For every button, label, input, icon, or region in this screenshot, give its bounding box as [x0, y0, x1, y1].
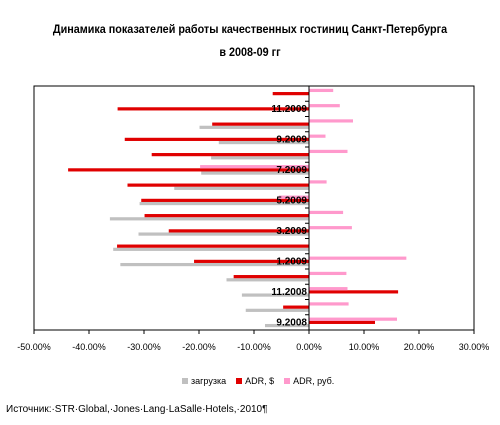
bar — [117, 244, 309, 248]
y-tick-label: 11.2009 — [271, 104, 307, 115]
bar — [212, 122, 309, 126]
bar — [272, 92, 309, 96]
bar — [309, 180, 327, 184]
x-tick-label: 10.00% — [349, 342, 380, 352]
bar — [117, 107, 309, 111]
bar — [283, 305, 309, 309]
bar — [278, 195, 309, 199]
bar — [309, 271, 347, 276]
bar — [68, 168, 309, 172]
bar — [120, 262, 309, 267]
legend-swatch-adr-usd — [236, 378, 243, 384]
bar — [211, 156, 309, 160]
y-tick-label: 11.2008 — [271, 287, 307, 298]
x-tick-label: 0.00% — [296, 342, 322, 352]
legend-swatch-occupancy — [182, 378, 188, 384]
source-note: Источник:·STR·Global,·Jones·Lang·LaSalle… — [6, 404, 268, 415]
x-tick-label: -20.00% — [182, 342, 216, 352]
bar — [194, 259, 309, 263]
bar — [309, 104, 340, 108]
bar — [309, 287, 348, 291]
y-tick-label: 1.2009 — [276, 256, 307, 267]
legend-label-adr-rub: ADR, руб. — [293, 376, 335, 386]
bar — [309, 119, 353, 123]
bar — [309, 320, 375, 324]
x-tick-label: 20.00% — [404, 342, 435, 352]
bar — [199, 125, 309, 129]
x-tick-label: -40.00% — [72, 342, 106, 352]
bar — [309, 317, 397, 321]
bar — [241, 293, 309, 297]
bar — [151, 153, 309, 157]
bar — [309, 256, 407, 260]
y-tick-label: 9.2009 — [276, 134, 307, 145]
x-tick-label: 30.00% — [459, 342, 490, 352]
bar — [233, 275, 309, 279]
bar — [144, 214, 309, 218]
legend-item-occupancy: загрузка — [182, 376, 226, 386]
bar — [309, 290, 399, 294]
bar — [127, 183, 309, 187]
bar — [201, 171, 309, 175]
x-tick-label: -30.00% — [127, 342, 161, 352]
bar — [174, 186, 309, 190]
bar — [218, 140, 309, 145]
y-tick-label: 9.2008 — [276, 317, 307, 328]
bar — [139, 201, 309, 206]
legend-label-adr-usd: ADR, $ — [245, 376, 275, 386]
bar — [245, 308, 309, 312]
chart-legend: загрузка ADR, $ ADR, руб. — [182, 376, 334, 386]
bar — [309, 88, 334, 93]
bar — [138, 232, 309, 236]
bar — [141, 198, 309, 202]
y-tick-label: 3.2009 — [276, 226, 307, 237]
bar — [200, 165, 309, 169]
legend-swatch-adr-rub — [284, 378, 291, 384]
chart-subtitle: в 2008-09 гг — [219, 45, 281, 59]
bar — [309, 134, 326, 138]
bar — [226, 278, 309, 282]
bar — [265, 323, 309, 328]
y-tick-label: 7.2009 — [276, 165, 307, 176]
bar — [124, 137, 309, 141]
x-tick-label: -10.00% — [237, 342, 271, 352]
y-tick-label: 5.2009 — [276, 195, 307, 206]
chart-title: Динамика показателей работы качественных… — [52, 22, 448, 36]
bar — [309, 302, 349, 306]
legend-item-adr-rub: ADR, руб. — [284, 376, 334, 386]
bar — [168, 229, 309, 233]
bar — [109, 217, 310, 221]
x-tick-label: -50.00% — [17, 342, 51, 352]
legend-label-occupancy: загрузка — [191, 376, 227, 386]
legend-item-adr-usd: ADR, $ — [236, 376, 274, 386]
bar — [309, 149, 348, 154]
bar — [113, 247, 309, 251]
bar — [309, 210, 344, 215]
bar — [309, 226, 352, 230]
